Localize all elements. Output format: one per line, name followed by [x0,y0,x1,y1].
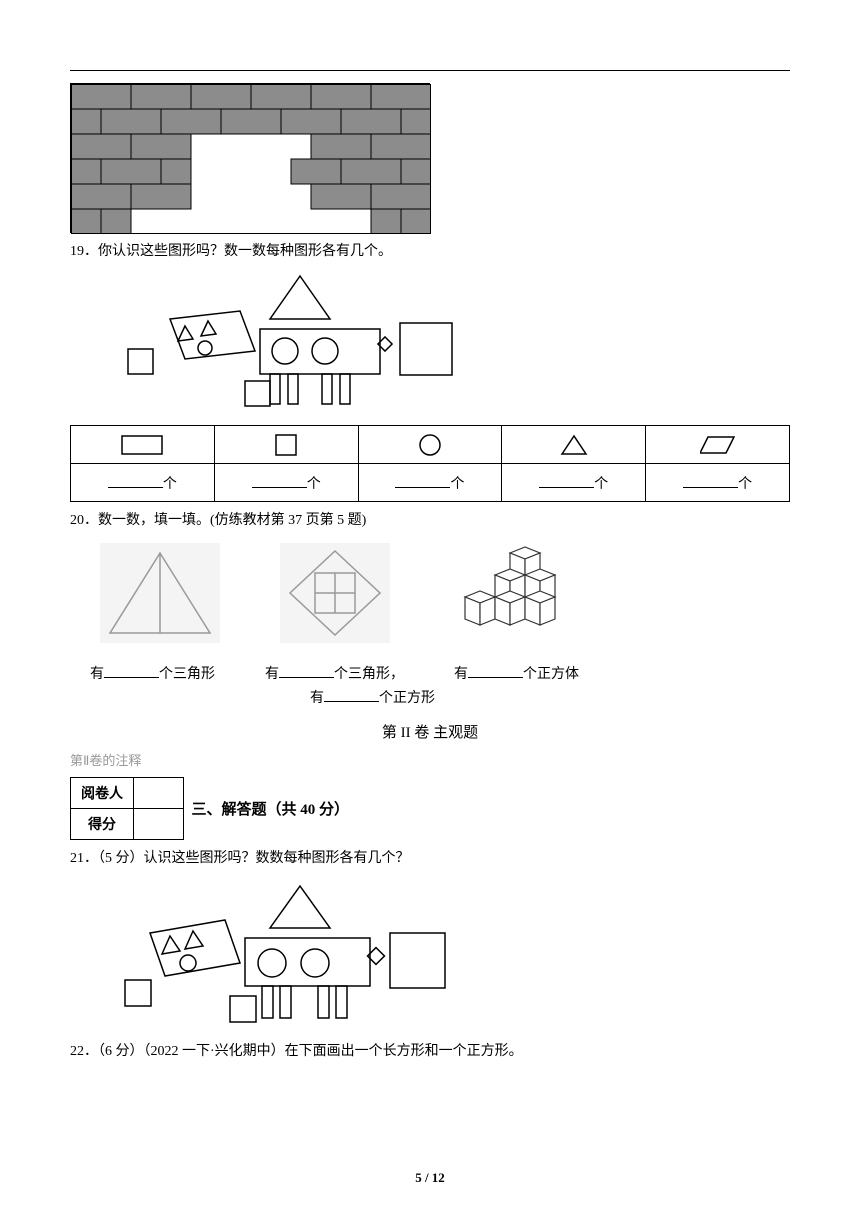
count-suffix: 个 [450,477,464,492]
q20-triangle-figure [100,543,220,643]
score-blank [134,808,184,839]
q19-composite-figure [70,271,550,421]
section2-header: 第 II 卷 主观题 [70,721,790,742]
q21-composite-figure [70,878,450,1033]
circle-icon [358,426,502,464]
rect-count-cell: 个 [71,464,215,502]
square-icon [214,426,358,464]
q22-text: 22．（6 分）（2022 一下·兴化期中）在下面画出一个长方形和一个正方形。 [70,1041,790,1063]
count-suffix: 个 [738,477,752,492]
q20-answers-row: 有个三角形 有个三角形， 有个正方体 [90,663,790,683]
q20-cubes-figure [450,543,570,643]
q20-diamond-figure [280,543,390,643]
q20-figures-row [100,543,790,643]
q20-b-answer2: 有个正方形 [310,687,790,707]
brick-wall-image [70,83,430,233]
count-suffix: 个 [307,477,321,492]
page-top-rule [70,70,790,71]
section3-title: 三、解答题（共 40 分） [192,798,350,819]
q20-c-answer: 有个正方体 [454,663,579,683]
q20-text: 20．数一数，填一填。(仿练教材第 37 页第 5 题) [70,510,790,532]
score-table: 阅卷人 得分 [70,777,184,840]
score-section: 阅卷人 得分 三、解答题（共 40 分） [70,777,790,840]
score-label: 得分 [71,808,134,839]
grader-blank [134,777,184,808]
q19-shapes-table: 个 个 个 个 个 [70,425,790,502]
rectangle-icon [71,426,215,464]
circle-count-cell: 个 [358,464,502,502]
q21-text: 21．（5 分）认识这些图形吗？数数每种图形各有几个？ [70,848,790,870]
square-count-cell: 个 [214,464,358,502]
triangle-count-cell: 个 [502,464,646,502]
count-suffix: 个 [163,477,177,492]
grader-label: 阅卷人 [71,777,134,808]
triangle-icon [502,426,646,464]
q20-a-answer: 有个三角形 [90,663,215,683]
section2-note: 第Ⅱ卷的注释 [70,750,790,769]
count-suffix: 个 [594,477,608,492]
q19-text: 19．你认识这些图形吗？数一数每种图形各有几个。 [70,241,790,263]
parallelogram-icon [646,426,790,464]
page-footer: 5 / 12 [70,1170,790,1186]
q20-b-answer1: 有个三角形， [265,663,404,683]
para-count-cell: 个 [646,464,790,502]
